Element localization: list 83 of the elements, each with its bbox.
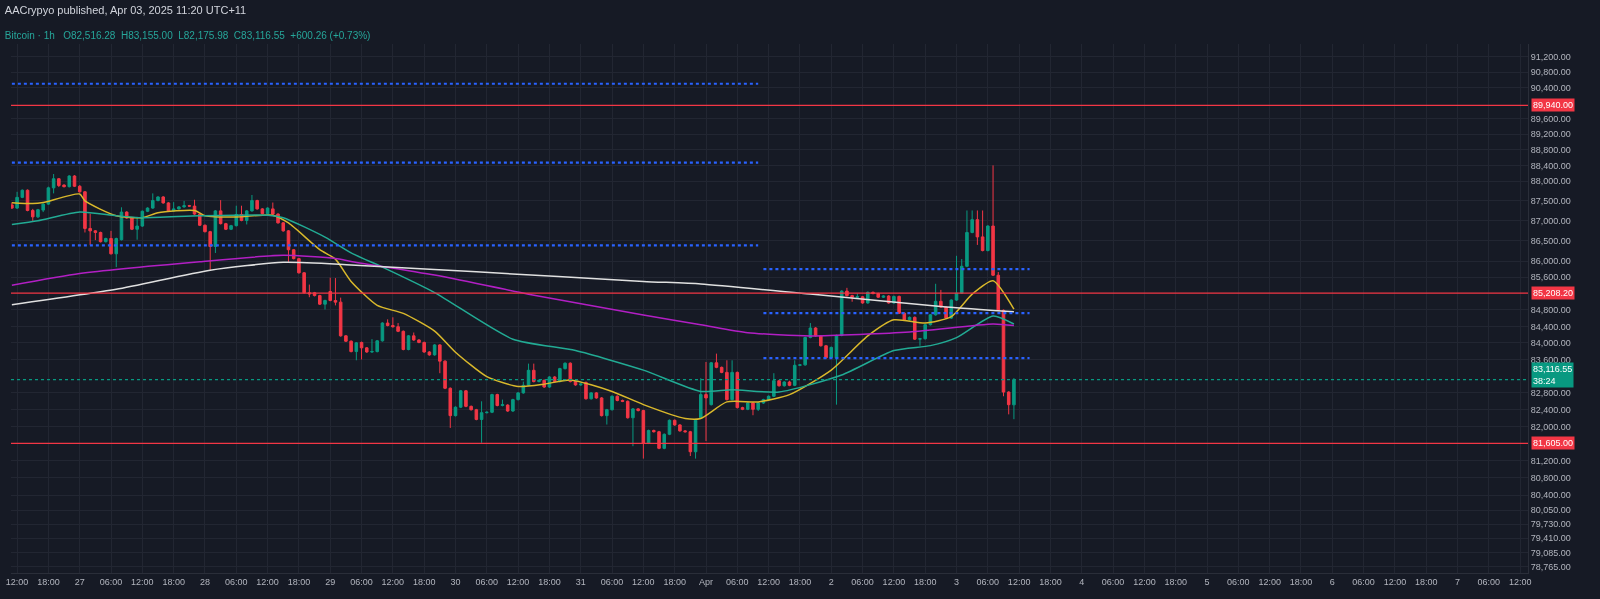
x-tick-label: 12:00 [1258,576,1281,587]
x-tick-label: 27 [74,576,85,587]
x-tick-label: 06:00 [1227,576,1250,587]
x-tick-label: 12:00 [381,576,405,587]
y-tick-label: 86,000.00 [1530,256,1571,267]
y-tick-label: 83,600.00 [1530,354,1571,365]
y-tick-label: 91,200.00 [1530,52,1571,63]
y-tick-label: 90,400.00 [1530,82,1571,93]
x-tick-label: 06:00 [1477,576,1501,587]
x-tick-label: 12:00 [1383,576,1407,587]
x-tick-label: 06:00 [726,576,749,587]
x-tick-label: 18:00 [538,576,561,587]
x-tick-label: 12:00 [882,576,906,587]
y-tick-label: 87,000.00 [1530,216,1571,227]
x-tick-label: 12:00 [1007,576,1031,587]
x-tick-label: 06:00 [225,576,248,587]
y-tick-label: 85,600.00 [1530,272,1571,283]
y-tick-label: 78,765.00 [1530,561,1571,572]
x-tick-label: 06:00 [1352,576,1375,587]
x-tick-label: 18:00 [37,576,60,587]
x-tick-label: 29 [325,576,336,587]
x-tick-label: 18:00 [162,576,185,587]
y-tick-label: 80,400.00 [1530,490,1571,501]
y-tick-label: 79,730.00 [1530,519,1571,530]
x-tick-label: 12:00 [5,576,29,587]
y-tick-label: 79,410.00 [1530,533,1571,544]
ref-line-label: 89,940.00 [1533,100,1574,110]
ref-line-label: 85,208.20 [1533,288,1574,298]
x-tick-label: 06:00 [976,576,1000,587]
y-tick-label: 82,000.00 [1530,421,1571,432]
x-tick-label: 12:00 [506,576,530,587]
x-tick-label: 3 [954,576,960,587]
y-tick-label: 87,500.00 [1530,196,1571,207]
x-tick-label: 18:00 [913,576,937,587]
x-tick-label: 2 [828,576,834,587]
y-tick-label: 89,600.00 [1530,113,1571,124]
y-tick-label: 88,000.00 [1530,176,1571,187]
y-tick-label: 84,800.00 [1530,305,1571,316]
y-tick-label: 88,400.00 [1530,160,1571,171]
x-tick-label: 18:00 [1164,576,1187,587]
x-tick-label: 12:00 [131,576,154,587]
y-tick-label: 82,800.00 [1530,388,1571,399]
y-tick-label: 81,200.00 [1530,455,1571,466]
x-tick-label: 06:00 [99,576,123,587]
y-tick-label: 80,050.00 [1530,505,1571,516]
x-tick-label: 5 [1204,576,1210,587]
x-tick-label: 18:00 [663,576,686,587]
y-tick-label: 80,800.00 [1530,473,1571,484]
x-tick-label: 06:00 [600,576,624,587]
y-tick-label: 89,200.00 [1530,129,1571,140]
y-tick-label: 84,000.00 [1530,338,1571,349]
x-tick-label: 18:00 [788,576,812,587]
x-tick-label: 7 [1455,576,1461,587]
x-tick-label: 12:00 [1508,576,1532,587]
x-tick-label: 06:00 [475,576,499,587]
x-tick-label: 06:00 [1101,576,1125,587]
chart-subtitle: Bitcoin · 1h O82,516.28 H83,155.00 L82,175.98 C83,116.55 +600.26 (+0.73%) [4,29,371,41]
x-tick-label: 06:00 [851,576,874,587]
y-tick-label: 82,400.00 [1530,404,1571,415]
x-tick-label: 18:00 [1289,576,1313,587]
x-tick-label: 31 [575,576,586,587]
x-tick-label: 12:00 [1133,576,1156,587]
x-tick-label: 12:00 [632,576,655,587]
x-tick-label: 06:00 [350,576,373,587]
x-tick-label: 4 [1079,576,1085,587]
y-tick-label: 86,500.00 [1530,236,1571,247]
x-tick-label: 18:00 [287,576,311,587]
y-tick-label: 79,085.00 [1530,547,1571,558]
x-tick-label: 12:00 [757,576,780,587]
x-tick-label: 18:00 [1414,576,1438,587]
ref-line-label: 83,116.55 38:24 [1533,364,1573,386]
x-tick-label: 6 [1329,576,1335,587]
chart-title: AACrypyo published, Apr 03, 2025 11:20 UTC+11 [4,3,247,16]
x-tick-label: 28 [199,576,210,587]
x-tick-label: 12:00 [256,576,279,587]
y-tick-label: 88,800.00 [1530,144,1571,155]
y-tick-label: 84,400.00 [1530,321,1571,332]
x-tick-label: Apr [698,576,714,587]
x-tick-label: 18:00 [1039,576,1062,587]
ref-line-label: 81,605.00 [1533,438,1574,448]
x-tick-label: 30 [450,576,461,587]
x-tick-label: 18:00 [412,576,436,587]
y-tick-label: 90,800.00 [1530,67,1571,78]
